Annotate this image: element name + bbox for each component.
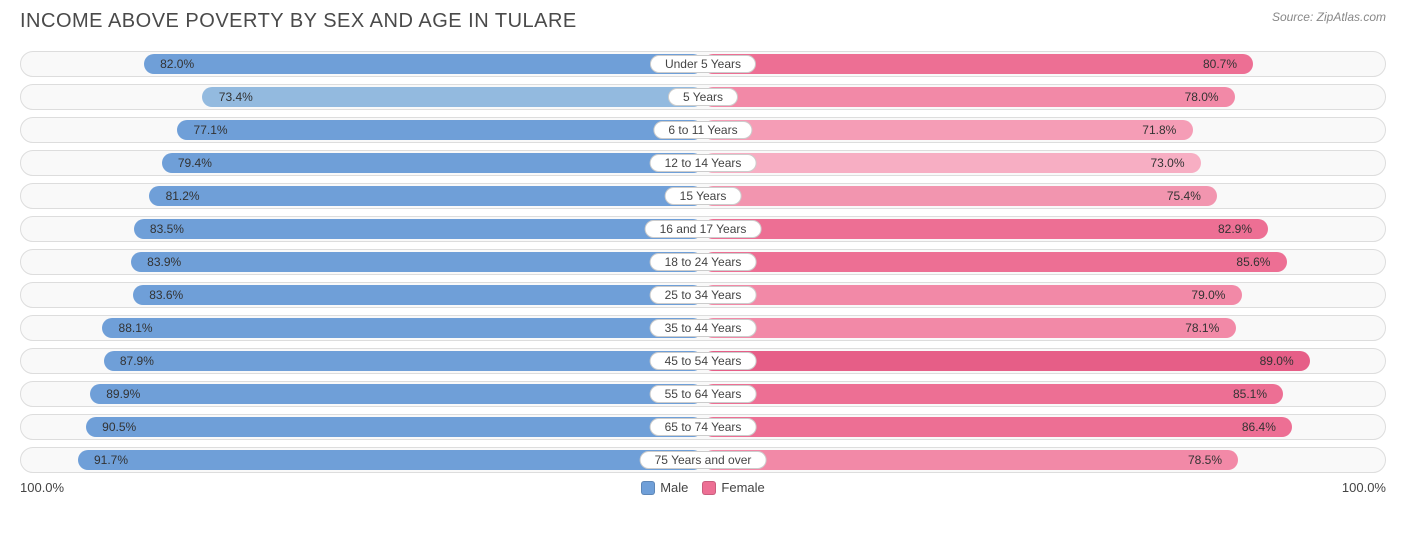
female-pct-label: 78.5% (1188, 453, 1222, 467)
female-bar (703, 54, 1253, 74)
male-pct-label: 91.7% (94, 453, 128, 467)
male-bar (134, 219, 703, 239)
male-pct-label: 83.6% (149, 288, 183, 302)
legend-female-label: Female (721, 480, 764, 495)
age-label: 55 to 64 Years (650, 385, 757, 403)
age-label: 25 to 34 Years (650, 286, 757, 304)
age-label: 45 to 54 Years (650, 352, 757, 370)
chart-header: INCOME ABOVE POVERTY BY SEX AND AGE IN T… (20, 10, 1386, 33)
female-pct-label: 85.1% (1233, 387, 1267, 401)
male-bar (177, 120, 703, 140)
bar-row: 89.9% 85.1% 55 to 64 Years (20, 381, 1386, 407)
female-bar (703, 219, 1268, 239)
age-label: 65 to 74 Years (650, 418, 757, 436)
bar-row: 87.9% 89.0% 45 to 54 Years (20, 348, 1386, 374)
bar-row: 73.4% 78.0% 5 Years (20, 84, 1386, 110)
bar-row: 79.4% 73.0% 12 to 14 Years (20, 150, 1386, 176)
female-bar (703, 417, 1292, 437)
bar-row: 83.9% 85.6% 18 to 24 Years (20, 249, 1386, 275)
male-bar (133, 285, 703, 305)
male-pct-label: 83.9% (147, 255, 181, 269)
female-bar (703, 351, 1310, 371)
female-bar (703, 318, 1236, 338)
female-bar (703, 153, 1201, 173)
female-bar (703, 285, 1242, 305)
female-pct-label: 89.0% (1260, 354, 1294, 368)
age-label: 16 and 17 Years (645, 220, 762, 238)
bar-row: 81.2% 75.4% 15 Years (20, 183, 1386, 209)
age-label: 18 to 24 Years (650, 253, 757, 271)
legend-item-male: Male (641, 480, 688, 495)
male-pct-label: 83.5% (150, 222, 184, 236)
male-bar (162, 153, 704, 173)
female-pct-label: 78.0% (1185, 90, 1219, 104)
female-bar (703, 120, 1193, 140)
male-bar (78, 450, 703, 470)
male-pct-label: 82.0% (160, 57, 194, 71)
male-pct-label: 77.1% (194, 123, 228, 137)
legend: Male Female (641, 480, 765, 495)
male-pct-label: 88.1% (119, 321, 153, 335)
bar-row: 88.1% 78.1% 35 to 44 Years (20, 315, 1386, 341)
female-pct-label: 75.4% (1167, 189, 1201, 203)
male-pct-label: 79.4% (178, 156, 212, 170)
male-bar (202, 87, 703, 107)
age-label: Under 5 Years (650, 55, 756, 73)
female-bar (703, 384, 1283, 404)
male-pct-label: 73.4% (219, 90, 253, 104)
chart-title: INCOME ABOVE POVERTY BY SEX AND AGE IN T… (20, 10, 577, 33)
bar-row: 83.6% 79.0% 25 to 34 Years (20, 282, 1386, 308)
age-label: 15 Years (665, 187, 742, 205)
chart-footer: 100.0% Male Female 100.0% (20, 480, 1386, 495)
legend-male-label: Male (660, 480, 688, 495)
axis-right-label: 100.0% (1342, 480, 1386, 495)
male-bar (131, 252, 703, 272)
female-pct-label: 71.8% (1142, 123, 1176, 137)
legend-item-female: Female (702, 480, 764, 495)
female-pct-label: 85.6% (1236, 255, 1270, 269)
female-bar (703, 186, 1217, 206)
age-label: 75 Years and over (640, 451, 767, 469)
male-pct-label: 90.5% (102, 420, 136, 434)
male-bar (102, 318, 703, 338)
male-pct-label: 89.9% (106, 387, 140, 401)
chart-source: Source: ZipAtlas.com (1272, 10, 1386, 24)
male-pct-label: 81.2% (166, 189, 200, 203)
age-label: 5 Years (668, 88, 738, 106)
female-bar (703, 450, 1238, 470)
bar-row: 91.7% 78.5% 75 Years and over (20, 447, 1386, 473)
bar-row: 77.1% 71.8% 6 to 11 Years (20, 117, 1386, 143)
male-bar (144, 54, 703, 74)
diverging-bar-chart: 82.0% 80.7% Under 5 Years 73.4% 78.0% 5 Years… (20, 51, 1386, 473)
age-label: 12 to 14 Years (650, 154, 757, 172)
female-pct-label: 82.9% (1218, 222, 1252, 236)
female-pct-label: 79.0% (1191, 288, 1225, 302)
female-pct-label: 78.1% (1185, 321, 1219, 335)
bar-row: 83.5% 82.9% 16 and 17 Years (20, 216, 1386, 242)
female-bar (703, 252, 1287, 272)
age-label: 6 to 11 Years (653, 121, 752, 139)
female-swatch-icon (702, 481, 716, 495)
axis-left-label: 100.0% (20, 480, 64, 495)
male-bar (149, 186, 703, 206)
female-pct-label: 86.4% (1242, 420, 1276, 434)
male-bar (104, 351, 703, 371)
male-bar (86, 417, 703, 437)
female-pct-label: 80.7% (1203, 57, 1237, 71)
age-label: 35 to 44 Years (650, 319, 757, 337)
female-pct-label: 73.0% (1150, 156, 1184, 170)
male-bar (90, 384, 703, 404)
bar-row: 90.5% 86.4% 65 to 74 Years (20, 414, 1386, 440)
male-swatch-icon (641, 481, 655, 495)
male-pct-label: 87.9% (120, 354, 154, 368)
bar-row: 82.0% 80.7% Under 5 Years (20, 51, 1386, 77)
female-bar (703, 87, 1235, 107)
